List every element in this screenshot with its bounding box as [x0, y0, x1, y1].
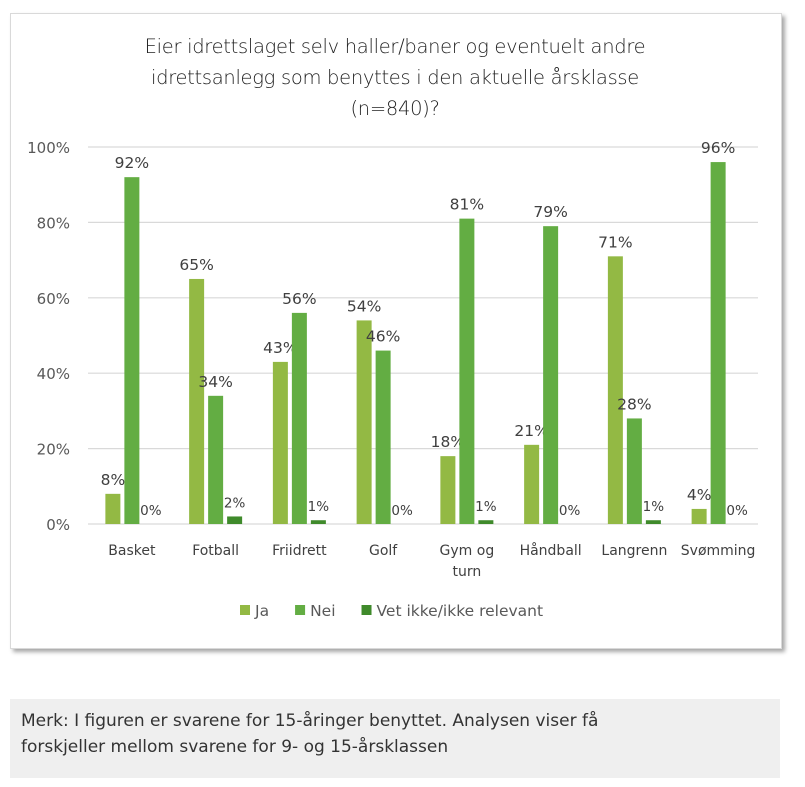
bar-nei	[626, 418, 642, 524]
chart-title-line: idrettsanlegg som benyttes i den aktuell…	[151, 66, 639, 89]
bar-ja	[524, 444, 540, 524]
bar-vet-ikke-ikke-relevant	[645, 520, 661, 524]
bar-vet-ikke-ikke-relevant	[227, 516, 243, 524]
data-label: 2%	[224, 495, 246, 511]
y-tick-label: 80%	[37, 214, 70, 232]
data-label: 81%	[450, 196, 484, 214]
y-tick-label: 60%	[37, 290, 70, 308]
x-tick-label: Svømming	[681, 543, 756, 559]
note-line: Merk: I figuren er svarene for 15-åringe…	[21, 711, 599, 731]
data-label: 21%	[514, 422, 548, 440]
data-label: 54%	[347, 297, 381, 315]
x-tick-label: Fotball	[192, 543, 239, 559]
data-label: 1%	[475, 499, 497, 515]
bar-ja	[105, 493, 121, 524]
bar-nei	[459, 218, 475, 524]
y-tick-label: 100%	[27, 139, 70, 157]
legend-label: Vet ikke/ikke relevant	[377, 602, 544, 620]
note-line: forskjeller mellom svarene for 9- og 15-…	[21, 737, 449, 757]
y-tick-label: 40%	[37, 365, 70, 383]
data-label: 46%	[366, 328, 400, 346]
bar-chart: 0% 20% 40% 60% 80% 100% 8% 92% 0% Basket 65% 34% 2% F…	[27, 139, 758, 620]
data-label: 71%	[598, 233, 632, 251]
data-label: 0%	[140, 503, 162, 519]
bar-ja	[440, 456, 456, 524]
bar-nei	[710, 162, 726, 524]
bar-nei	[208, 395, 224, 524]
x-tick-label: Gym og	[440, 543, 495, 559]
chart-title: Eier idrettslaget selv haller/baner og e…	[10, 31, 780, 124]
data-label: 1%	[643, 499, 665, 515]
legend-swatch	[295, 605, 306, 615]
bar-ja	[356, 320, 372, 524]
x-tick-label: Golf	[369, 543, 398, 559]
data-label: 0%	[391, 503, 413, 519]
data-label: 79%	[533, 203, 567, 221]
data-label: 65%	[179, 256, 213, 274]
data-label: 34%	[198, 373, 232, 391]
y-tick-label: 20%	[37, 441, 70, 459]
bar-ja	[691, 508, 707, 524]
bar-nei	[124, 177, 140, 524]
data-label: 0%	[726, 503, 748, 519]
data-label: 56%	[282, 290, 316, 308]
bar-nei	[291, 312, 307, 524]
data-label: 18%	[431, 433, 465, 451]
legend-label: Ja	[254, 602, 269, 620]
bar-vet-ikke-ikke-relevant	[478, 520, 494, 524]
data-label: 28%	[617, 395, 651, 413]
bar-ja	[607, 256, 623, 524]
note-box: Merk: I figuren er svarene for 15-åringe…	[10, 699, 780, 778]
x-tick-label: Håndball	[520, 542, 582, 559]
bar-ja	[189, 278, 205, 524]
bar-ja	[272, 361, 288, 524]
chart-title-line: Eier idrettslaget selv haller/baner og e…	[144, 35, 646, 58]
bar-nei	[375, 350, 391, 524]
data-label: 4%	[687, 486, 712, 504]
data-label: 8%	[101, 471, 126, 489]
x-tick-label: Friidrett	[272, 543, 327, 559]
data-label: 1%	[308, 499, 330, 515]
legend-swatch	[361, 605, 372, 615]
data-label: 0%	[559, 503, 581, 519]
data-label: 96%	[701, 139, 735, 157]
y-tick-label: 0%	[46, 516, 70, 534]
legend-label: Nei	[310, 602, 335, 620]
legend-swatch	[240, 605, 250, 615]
data-label: 92%	[115, 154, 149, 172]
data-label: 43%	[263, 339, 297, 357]
bar-nei	[543, 226, 559, 525]
x-tick-label: Basket	[108, 543, 156, 559]
bar-vet-ikke-ikke-relevant	[310, 520, 326, 524]
x-tick-label: Langrenn	[601, 543, 667, 559]
x-tick-label: turn	[453, 564, 482, 580]
chart-title-line: (n=840)?	[350, 97, 440, 120]
